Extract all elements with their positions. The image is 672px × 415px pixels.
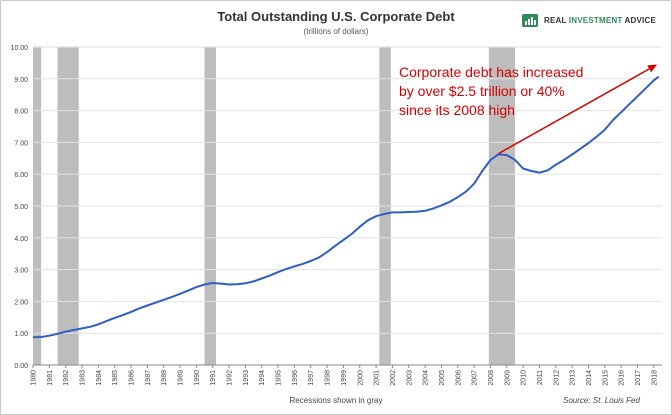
x-tick-label: 1989 (178, 370, 185, 386)
x-tick-label: 2009 (504, 370, 511, 386)
x-tick-label: 1987 (145, 370, 152, 386)
x-tick-label: 2002 (390, 370, 397, 386)
y-tick-label: 8.00 (14, 109, 28, 116)
x-tick-label: 1994 (259, 370, 266, 386)
source-note: Source: St. Louis Fed (563, 396, 640, 405)
y-tick-labels: 0.00 1.00 2.00 3.00 4.00 5.00 6.00 7.00 8.00 9.00… (10, 45, 28, 370)
x-tick-label: 1986 (129, 370, 136, 386)
x-tick-label: 1988 (161, 370, 168, 386)
annotation-arrow-shaft (498, 68, 650, 155)
x-tick-label: 1980 (31, 370, 38, 386)
y-tick-label: 5.00 (14, 204, 28, 211)
y-tick-label: 4.00 (14, 236, 28, 243)
chart-title: Total Outstanding U.S. Corporate Debt (217, 9, 455, 24)
annotation-arrow (498, 64, 658, 155)
x-tick-label: 2018 (651, 370, 658, 386)
x-tick-label: 2008 (488, 370, 495, 386)
x-tick-label: 1981 (47, 370, 54, 386)
x-tick-label: 2017 (635, 370, 642, 386)
x-tick-label: 2001 (374, 370, 381, 386)
y-tick-label: 3.00 (14, 268, 28, 275)
x-tick-label: 2011 (537, 370, 544, 385)
annotation-arrow-head (647, 64, 658, 73)
x-tick-label: 1991 (210, 370, 217, 386)
y-tick-label: 2.00 (14, 299, 28, 306)
y-tick-label: 7.00 (14, 140, 28, 147)
x-tick-label: 1993 (243, 370, 250, 386)
x-tick-label: 2015 (602, 370, 609, 386)
x-tick-label: 1983 (80, 370, 87, 386)
x-tick-label: 2007 (472, 370, 479, 386)
x-tick-label: 2014 (586, 370, 593, 386)
chart-subtitle: (trillions of dollars) (303, 27, 369, 36)
x-tick-label: 1995 (276, 370, 283, 386)
y-tick-label: 0.00 (14, 363, 28, 370)
bar-chart-icon (522, 14, 538, 27)
x-tick-label: 1998 (325, 370, 332, 386)
brand-name: REAL INVESTMENT ADVICE (544, 16, 656, 25)
x-tick-label: 2013 (570, 370, 577, 386)
y-tick-label: 6.00 (14, 172, 28, 179)
x-tick-label: 2012 (553, 370, 560, 386)
y-tick-label: 9.00 (14, 77, 28, 84)
x-tick-label: 1990 (194, 370, 201, 386)
x-tick-labels: 1980 1981 1982 1983 1984 1985 1986 1987 1988 1989… (31, 365, 658, 386)
x-tick-label: 2006 (455, 370, 462, 386)
series (32, 75, 660, 339)
recession-note: Recessions shown in gray (289, 396, 383, 405)
brand-logo-block: REAL INVESTMENT ADVICE (522, 14, 656, 27)
x-tick-label: 1996 (292, 370, 299, 386)
x-tick-label: 2016 (619, 370, 626, 386)
x-tick-label: 1982 (63, 370, 70, 386)
x-tick-label: 2004 (423, 370, 430, 386)
annotation-text: Corporate debt has increased by over $2.… (399, 64, 584, 118)
x-tick-label: 1985 (112, 370, 119, 386)
y-tick-label: 1.00 (14, 331, 28, 338)
series-line-0 (32, 75, 660, 339)
x-tick-label: 1984 (96, 370, 103, 386)
x-tick-label: 2000 (357, 370, 364, 386)
x-tick-label: 2010 (521, 370, 528, 386)
x-tick-label: 1992 (227, 370, 234, 386)
x-tick-label: 1999 (341, 370, 348, 386)
y-tick-label: 10.00 (10, 45, 28, 52)
x-tick-label: 1997 (308, 370, 315, 386)
x-tick-label: 2005 (439, 370, 446, 386)
x-tick-label: 2003 (406, 370, 413, 386)
